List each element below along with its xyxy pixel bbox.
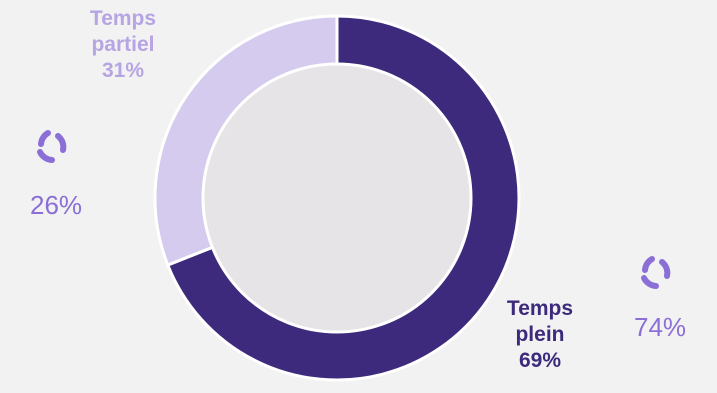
slice-label-line: Temps <box>89 7 157 30</box>
comparison-value-right: 74% <box>634 312 687 342</box>
slice-label-temps-plein: Temps plein 69% <box>490 296 590 374</box>
slice-label-line: Temps <box>506 297 574 320</box>
donut-center <box>201 62 473 334</box>
refresh-arrows-icon <box>37 130 67 163</box>
slice-label-line: partiel <box>91 33 155 56</box>
refresh-arrows-icon <box>641 256 671 289</box>
slice-label-temps-partiel: Temps partiel 31% <box>68 6 178 84</box>
slice-label-line: plein <box>515 323 565 346</box>
comparison-value-left: 26% <box>30 190 83 220</box>
slice-value-label: 69% <box>518 349 562 372</box>
slice-value-label: 31% <box>101 59 145 82</box>
